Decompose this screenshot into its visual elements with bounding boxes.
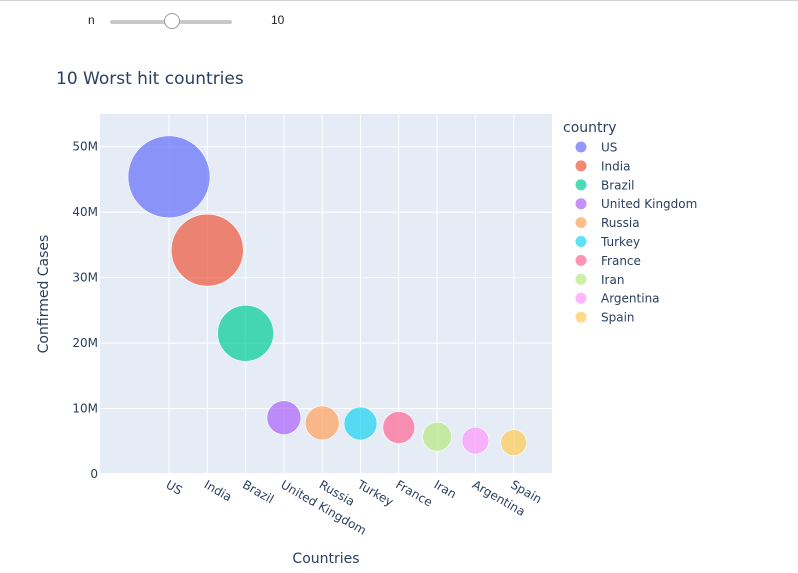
- x-tick-label: US: [164, 477, 185, 497]
- legend-title: country: [563, 120, 617, 136]
- slider-thumb[interactable]: [164, 13, 180, 29]
- y-tick-label: 10M: [72, 402, 98, 416]
- bubble-india[interactable]: [171, 213, 244, 287]
- legend-item-us[interactable]: US: [575, 141, 618, 155]
- n-slider-control: n 10: [0, 8, 400, 34]
- x-tick-label: France: [393, 477, 435, 509]
- legend-item-turkey[interactable]: Turkey: [575, 235, 641, 249]
- legend-label: Turkey: [600, 235, 640, 249]
- legend-item-france[interactable]: France: [575, 254, 641, 268]
- legend-marker-icon: [575, 311, 587, 323]
- x-axis-label: Countries: [292, 551, 359, 567]
- x-tick-label: Turkey: [354, 477, 396, 509]
- legend-marker-icon: [575, 217, 587, 229]
- legend-label: Argentina: [601, 292, 660, 306]
- slider-label: n: [88, 13, 95, 27]
- y-tick-label: 30M: [72, 271, 98, 285]
- legend-label: India: [601, 159, 630, 173]
- legend-label: United Kingdom: [601, 197, 697, 211]
- legend-item-india[interactable]: India: [575, 159, 631, 173]
- legend-label: US: [601, 141, 617, 155]
- top-divider: [0, 0, 798, 1]
- legend-marker-icon: [575, 160, 587, 172]
- legend-marker-icon: [575, 198, 587, 210]
- bubble-iran[interactable]: [422, 421, 452, 452]
- y-tick-label: 40M: [72, 205, 98, 219]
- legend-marker-icon: [575, 179, 587, 191]
- y-axis-ticks: 0 10M 20M 30M 40M 50M: [72, 140, 98, 481]
- y-axis-label: Confirmed Cases: [36, 235, 52, 354]
- bubble-brazil[interactable]: [217, 304, 274, 362]
- x-axis-ticks: US India Brazil United KingdomRussiaTurkeyF…: [164, 477, 545, 538]
- legend-label: Spain: [601, 311, 635, 325]
- legend-label: France: [601, 254, 641, 268]
- y-tick-label: 0: [90, 467, 98, 481]
- x-tick-label: Iran: [432, 477, 459, 501]
- legend-item-russia[interactable]: Russia: [575, 216, 640, 230]
- bubble-argentina[interactable]: [461, 426, 490, 455]
- legend-marker-icon: [575, 141, 587, 153]
- legend-item-spain[interactable]: Spain: [575, 311, 635, 325]
- bubble-united-kingdom[interactable]: [266, 400, 302, 436]
- bubble-russia[interactable]: [304, 405, 340, 441]
- chart-title: 10 Worst hit countries: [56, 69, 244, 89]
- bubble-turkey[interactable]: [343, 406, 378, 441]
- y-tick-label: 20M: [72, 336, 98, 350]
- legend-label: Brazil: [601, 178, 635, 192]
- x-tick-label: Brazil: [240, 477, 276, 506]
- bubble-france[interactable]: [382, 411, 416, 444]
- legend-marker-icon: [575, 254, 587, 266]
- legend-marker-icon: [575, 292, 587, 304]
- legend: country US India Brazil United Kingdom Russi…: [563, 120, 697, 325]
- slider-value: 10: [271, 13, 285, 27]
- legend-label: Russia: [601, 216, 640, 230]
- y-tick-label: 50M: [72, 140, 98, 154]
- legend-item-united-kingdom[interactable]: United Kingdom: [575, 197, 698, 211]
- bubble-spain[interactable]: [500, 429, 528, 456]
- legend-marker-icon: [575, 236, 587, 247]
- bubble-us[interactable]: [127, 135, 211, 219]
- legend-label: Iran: [601, 273, 624, 287]
- legend-item-argentina[interactable]: Argentina: [575, 292, 660, 306]
- x-tick-label: India: [202, 477, 235, 504]
- bubbles: [127, 135, 528, 456]
- legend-marker-icon: [575, 273, 587, 285]
- legend-item-brazil[interactable]: Brazil: [575, 178, 635, 192]
- legend-item-iran[interactable]: Iran: [575, 273, 625, 287]
